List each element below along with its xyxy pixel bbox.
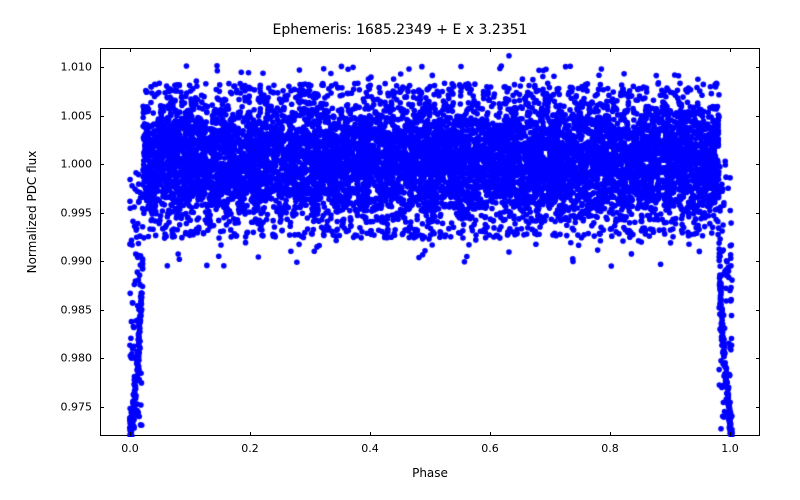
tick-mark (250, 48, 251, 52)
tick-mark (370, 432, 371, 436)
tick-label: 1.005 (61, 109, 93, 122)
tick-label: 1.000 (61, 158, 93, 171)
tick-mark (130, 432, 131, 436)
tick-mark (100, 261, 104, 262)
tick-label: 0.995 (61, 206, 93, 219)
tick-mark (370, 48, 371, 52)
tick-mark (100, 310, 104, 311)
tick-mark (100, 213, 104, 214)
tick-mark (730, 432, 731, 436)
tick-label: 0.985 (61, 303, 93, 316)
tick-label: 0.6 (481, 442, 499, 455)
tick-mark (250, 432, 251, 436)
tick-mark (756, 213, 760, 214)
tick-mark (756, 407, 760, 408)
tick-label: 1.0 (721, 442, 739, 455)
tick-label: 0.990 (61, 255, 93, 268)
scatter-canvas (101, 49, 761, 437)
tick-label: 0.8 (601, 442, 619, 455)
axes (100, 48, 760, 436)
tick-mark (756, 358, 760, 359)
tick-label: 0.2 (241, 442, 259, 455)
tick-mark (730, 48, 731, 52)
x-axis-label: Phase (100, 466, 760, 480)
tick-label: 0.980 (61, 352, 93, 365)
tick-mark (756, 67, 760, 68)
tick-mark (100, 407, 104, 408)
tick-mark (100, 67, 104, 68)
tick-label: 0.4 (361, 442, 379, 455)
figure: Ephemeris: 1685.2349 + E x 3.2351 Phase … (0, 0, 800, 500)
tick-mark (490, 48, 491, 52)
tick-mark (756, 164, 760, 165)
tick-mark (610, 48, 611, 52)
tick-mark (756, 261, 760, 262)
tick-mark (130, 48, 131, 52)
tick-mark (100, 358, 104, 359)
tick-mark (100, 116, 104, 117)
tick-label: 0.975 (61, 400, 93, 413)
tick-mark (610, 432, 611, 436)
tick-label: 1.010 (61, 61, 93, 74)
tick-mark (100, 164, 104, 165)
chart-title: Ephemeris: 1685.2349 + E x 3.2351 (0, 22, 800, 38)
tick-label: 0.0 (121, 442, 139, 455)
tick-mark (490, 432, 491, 436)
tick-mark (756, 116, 760, 117)
y-axis-label: Normalized PDC flux (25, 112, 39, 312)
tick-mark (756, 310, 760, 311)
